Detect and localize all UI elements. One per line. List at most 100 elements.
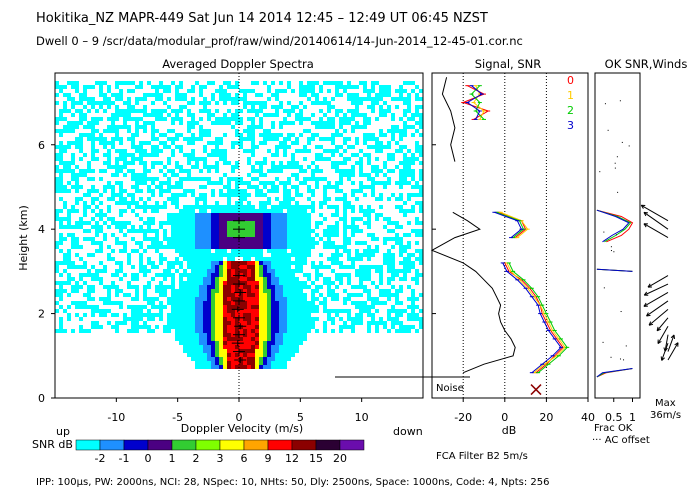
spectra-cell (91, 169, 95, 173)
spectra-cell (415, 109, 419, 113)
spectra-cell (295, 329, 299, 333)
spectra-cell (203, 157, 207, 161)
spectra-cell (343, 121, 347, 125)
spectra-cell (191, 237, 195, 241)
spectra-cell (379, 281, 383, 285)
spectra-cell (187, 125, 191, 129)
spectra-cell (223, 93, 227, 97)
spectra-cell (267, 149, 271, 153)
spectra-cell (259, 133, 263, 137)
spectra-cell (103, 169, 107, 173)
spectra-cell (407, 161, 411, 165)
spectra-cell (367, 157, 371, 161)
spectra-xtick-label: 10 (355, 411, 369, 424)
spectra-cell (167, 325, 171, 329)
spectra-cell (131, 105, 135, 109)
spectra-cell (367, 93, 371, 97)
spectra-cell (319, 213, 323, 217)
spectra-cell (199, 117, 203, 121)
spectra-cell (99, 213, 103, 217)
spectra-cell (159, 245, 163, 249)
spectra-cell (135, 329, 139, 333)
spectra-cell (219, 229, 223, 233)
spectra-cell (191, 285, 195, 289)
spectra-cell (59, 181, 63, 185)
spectra-cell (83, 201, 87, 205)
spectra-cell (283, 181, 287, 185)
spectra-cell (367, 297, 371, 301)
spectra-cell (231, 325, 235, 329)
spectra-cell (211, 229, 215, 233)
spectra-cell (183, 237, 187, 241)
spectra-cell (231, 313, 235, 317)
spectra-cell (239, 305, 243, 309)
spectra-cell (91, 157, 95, 161)
spectra-cell (243, 265, 247, 269)
spectra-cell (199, 157, 203, 161)
spectra-cell (195, 201, 199, 205)
spectra-cell (359, 305, 363, 309)
spectra-cell (391, 133, 395, 137)
spectra-cell (251, 217, 255, 221)
spectra-cell (163, 189, 167, 193)
spectra-cell (119, 209, 123, 213)
spectra-cell (399, 133, 403, 137)
spectra-cell (223, 173, 227, 177)
up-label: up (56, 425, 70, 438)
spectra-cell (267, 349, 271, 353)
spectra-cell (383, 289, 387, 293)
spectra-cell (231, 97, 235, 101)
spectra-cell (115, 165, 119, 169)
spectra-cell (319, 205, 323, 209)
spectra-cell (75, 89, 79, 93)
spectra-cell (331, 245, 335, 249)
spectra-cell (75, 245, 79, 249)
spectra-cell (83, 229, 87, 233)
spectra-cell (99, 241, 103, 245)
spectra-cell (219, 269, 223, 273)
spectra-cell (379, 169, 383, 173)
spectra-cell (63, 269, 67, 273)
spectra-cell (171, 281, 175, 285)
spectra-cell (339, 117, 343, 121)
spectra-cell (295, 253, 299, 257)
spectra-cell (215, 221, 219, 225)
spectra-cell (307, 165, 311, 169)
spectra-cell (247, 341, 251, 345)
spectra-cell (115, 117, 119, 121)
signal-series (430, 77, 570, 396)
spectra-cell (131, 177, 135, 181)
spectra-cell (215, 233, 219, 237)
spectra-cell (183, 209, 187, 213)
spectra-cell (303, 281, 307, 285)
spectra-cell (227, 161, 231, 165)
spectra-cell (175, 109, 179, 113)
spectra-cell (275, 249, 279, 253)
spectra-cell (359, 113, 363, 117)
spectra-cell (55, 241, 59, 245)
spectra-cell (191, 177, 195, 181)
spectra-cell (231, 193, 235, 197)
spectra-cell (135, 97, 139, 101)
spectra-cell (115, 169, 119, 173)
spectra-cell (291, 249, 295, 253)
spectra-cell (351, 285, 355, 289)
spectra-cell (83, 301, 87, 305)
spectra-cell (303, 273, 307, 277)
spectra-cell (203, 205, 207, 209)
spectra-cell (271, 217, 275, 221)
spectra-cell (351, 85, 355, 89)
spectra-cell (271, 189, 275, 193)
spectra-cell (155, 205, 159, 209)
spectra-cell (283, 333, 287, 337)
spectra-cell (183, 345, 187, 349)
spectra-cell (231, 309, 235, 313)
spectra-cell (267, 337, 271, 341)
spectra-cell (71, 153, 75, 157)
spectra-cell (199, 193, 203, 197)
spectra-cell (263, 341, 267, 345)
spectra-cell (215, 121, 219, 125)
spectra-cell (215, 333, 219, 337)
spectra-cell (223, 349, 227, 353)
spectra-cell (411, 317, 415, 321)
